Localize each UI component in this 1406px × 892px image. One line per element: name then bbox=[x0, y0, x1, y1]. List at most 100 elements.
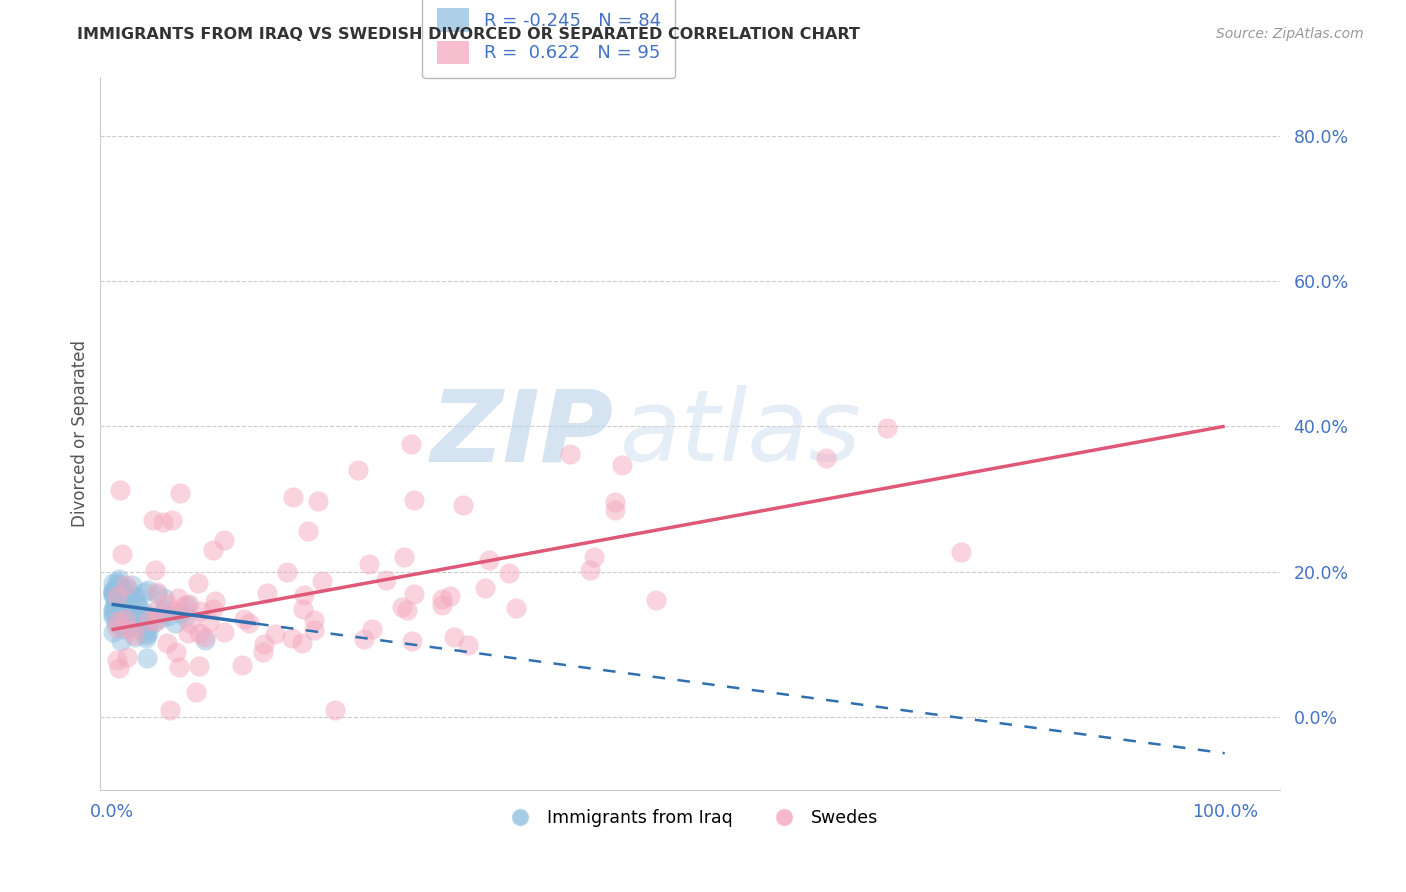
Point bbox=[101, 575, 124, 590]
Point bbox=[404, 587, 426, 601]
Point bbox=[281, 631, 304, 645]
Point bbox=[391, 599, 413, 614]
Point bbox=[107, 591, 129, 606]
Point bbox=[105, 590, 128, 604]
Point bbox=[110, 580, 132, 594]
Point bbox=[121, 578, 143, 592]
Text: atlas: atlas bbox=[620, 385, 862, 482]
Point bbox=[156, 609, 179, 624]
Point bbox=[198, 615, 221, 630]
Point bbox=[107, 611, 129, 625]
Point bbox=[125, 589, 148, 603]
Point bbox=[457, 638, 479, 652]
Point bbox=[125, 597, 148, 611]
Point bbox=[107, 614, 129, 628]
Point bbox=[111, 590, 134, 604]
Point bbox=[163, 604, 186, 618]
Point bbox=[159, 703, 181, 717]
Point bbox=[104, 602, 127, 616]
Point bbox=[323, 703, 346, 717]
Point bbox=[399, 437, 422, 451]
Point bbox=[132, 585, 155, 599]
Point bbox=[136, 625, 159, 640]
Point bbox=[112, 617, 135, 632]
Point bbox=[103, 624, 125, 639]
Point bbox=[105, 653, 128, 667]
Point bbox=[105, 600, 128, 615]
Point bbox=[375, 573, 398, 587]
Point bbox=[187, 659, 209, 673]
Point bbox=[104, 593, 127, 607]
Point bbox=[115, 605, 138, 619]
Point bbox=[169, 607, 191, 621]
Point bbox=[451, 499, 474, 513]
Point bbox=[190, 604, 212, 618]
Point bbox=[110, 592, 132, 607]
Point bbox=[120, 623, 142, 637]
Point bbox=[142, 615, 165, 630]
Point bbox=[124, 630, 146, 644]
Point bbox=[264, 627, 287, 641]
Point bbox=[117, 607, 139, 621]
Point bbox=[121, 588, 143, 602]
Point bbox=[187, 575, 209, 590]
Point bbox=[114, 612, 136, 626]
Point bbox=[138, 612, 160, 626]
Point bbox=[146, 585, 169, 599]
Point bbox=[136, 582, 159, 597]
Point bbox=[105, 574, 128, 589]
Point bbox=[297, 524, 319, 539]
Point bbox=[252, 645, 274, 659]
Point bbox=[115, 615, 138, 629]
Point bbox=[302, 623, 325, 637]
Point bbox=[111, 547, 134, 561]
Point bbox=[231, 658, 253, 673]
Point bbox=[173, 610, 195, 624]
Point bbox=[498, 566, 520, 581]
Point bbox=[104, 599, 127, 613]
Point bbox=[179, 615, 201, 630]
Point bbox=[134, 610, 156, 624]
Point bbox=[117, 598, 139, 612]
Point bbox=[146, 603, 169, 617]
Point bbox=[143, 563, 166, 577]
Point bbox=[360, 622, 382, 636]
Point bbox=[135, 628, 157, 642]
Point bbox=[156, 636, 179, 650]
Point bbox=[302, 613, 325, 627]
Point bbox=[110, 633, 132, 648]
Text: ZIP: ZIP bbox=[430, 385, 613, 482]
Point bbox=[105, 621, 128, 635]
Point bbox=[311, 574, 333, 589]
Point bbox=[153, 602, 176, 616]
Point bbox=[104, 585, 127, 599]
Point bbox=[107, 588, 129, 602]
Point bbox=[101, 588, 124, 602]
Point bbox=[281, 490, 304, 504]
Point bbox=[276, 565, 298, 579]
Point bbox=[117, 582, 139, 596]
Point bbox=[166, 591, 188, 606]
Point bbox=[558, 447, 581, 461]
Point bbox=[114, 606, 136, 620]
Point bbox=[115, 620, 138, 634]
Point bbox=[125, 612, 148, 626]
Point bbox=[392, 549, 415, 564]
Point bbox=[582, 549, 605, 564]
Legend: Immigrants from Iraq, Swedes: Immigrants from Iraq, Swedes bbox=[496, 803, 884, 834]
Point bbox=[150, 606, 173, 620]
Point bbox=[478, 553, 501, 567]
Point bbox=[111, 582, 134, 596]
Point bbox=[135, 631, 157, 645]
Point bbox=[115, 649, 138, 664]
Point bbox=[101, 604, 124, 618]
Text: IMMIGRANTS FROM IRAQ VS SWEDISH DIVORCED OR SEPARATED CORRELATION CHART: IMMIGRANTS FROM IRAQ VS SWEDISH DIVORCED… bbox=[77, 27, 860, 42]
Point bbox=[179, 598, 201, 612]
Point bbox=[432, 598, 454, 612]
Point bbox=[101, 608, 124, 623]
Point bbox=[108, 661, 131, 675]
Point bbox=[347, 463, 370, 477]
Point bbox=[233, 612, 256, 626]
Point bbox=[129, 615, 152, 629]
Point bbox=[142, 513, 165, 527]
